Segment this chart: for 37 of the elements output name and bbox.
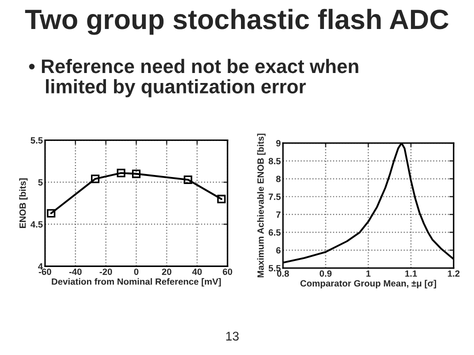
text: 13 [226,332,239,341]
y-tick-label: 5.5 [30,137,43,144]
y-tick-label: 6.5 [268,229,281,236]
y-tick-label: 8.5 [268,158,281,164]
y-tick-label: 9 [276,140,281,146]
y-tick-label: 4.5 [30,221,43,228]
x-axis-title: Deviation from Nominal Reference [mV] [52,278,221,287]
x-tick-label: 1 [366,270,371,277]
x-tick-label: -60 [38,268,52,275]
x-axis-title: Comparator Group Mean, ±μ [σ] [300,280,436,288]
x-tick-label: 1.2 [448,270,460,277]
point [184,175,192,184]
point [116,168,126,178]
x-tick-label: 0.9 [320,270,332,277]
y-tick-label: 8 [276,176,281,182]
chart-subtitle: • Reference need not be exact when limited by quantization error [29,58,358,98]
y-tick-label: 4 [38,263,43,270]
x-tick-label: 0.8 [277,270,289,277]
y-tick-label: 5.5 [268,265,281,272]
chart-title: Two group stochastic flash ADC [25,8,448,35]
y-tick-label: 7.5 [268,194,281,200]
point [217,194,226,204]
x-tick-label: -40 [69,268,82,275]
y-axis-title: ENOB [bits] [19,178,28,228]
y-tick-label: 7 [276,212,280,218]
x-tick-label: 1.1 [405,270,417,277]
y-axis-title: Maximum Achievable ENOB [bits] [257,134,266,278]
x-tick-label: 60 [222,268,232,275]
point [46,209,56,218]
x-tick-label: 40 [192,268,202,275]
point [90,174,100,184]
x-tick-label: -20 [100,268,112,275]
y-tick-label: 5 [38,179,43,186]
x-tick-label: 20 [162,268,172,275]
x-tick-label: 0 [134,268,138,275]
point [132,170,141,178]
y-tick-label: 6 [276,247,281,254]
